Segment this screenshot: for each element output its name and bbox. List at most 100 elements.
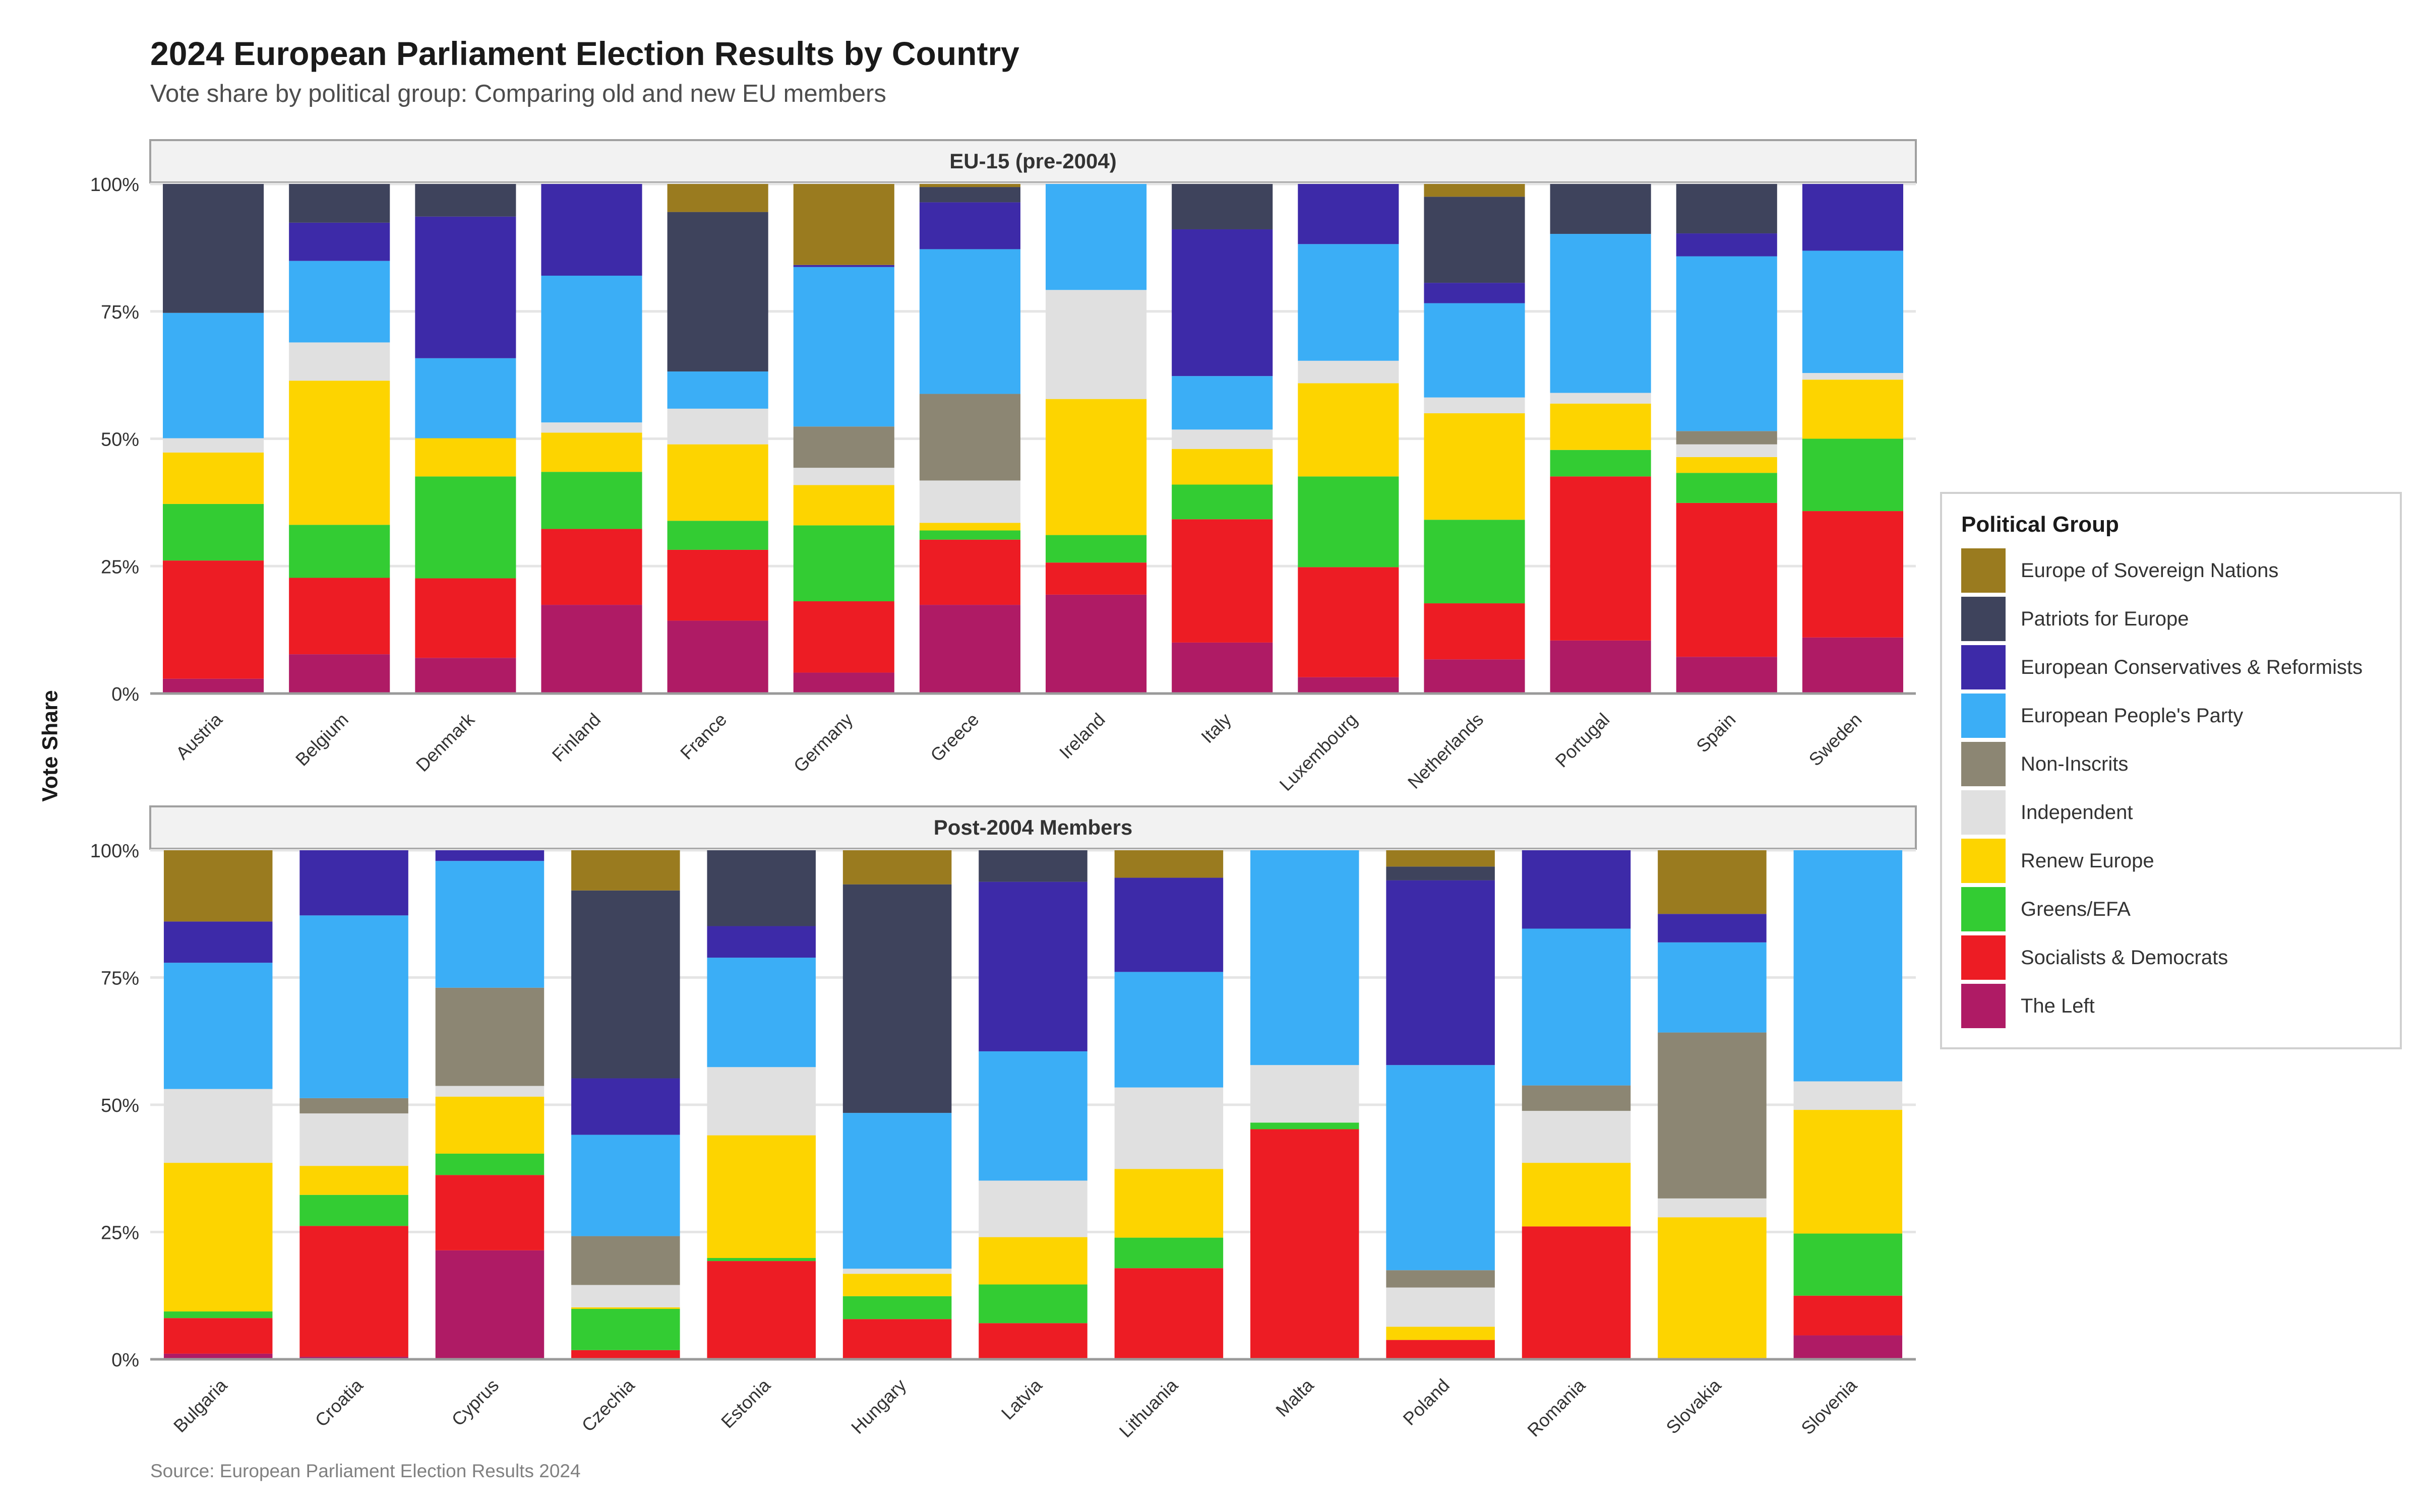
bar-segment-patriots-for-europe: [1172, 184, 1273, 229]
bar-segment-the-left: [289, 654, 390, 694]
bar-segment-european-conservatives-reformists: [571, 1078, 680, 1135]
panel-eu-15-pre-2004: EU-15 (pre-2004) 0% 25% 50% 75% 100% Austria Be…: [90, 139, 1917, 795]
bar-segment-independent: [163, 438, 264, 453]
bar-segment-socialists-democrats: [289, 578, 390, 655]
panel-strip: [149, 139, 1917, 183]
x-tick-label: Hungary: [847, 1375, 910, 1438]
panel-strip: [149, 805, 1917, 850]
y-tick-label: 100%: [90, 174, 139, 196]
bar-segment-greens-efa: [1550, 450, 1651, 477]
bar-segment-the-left: [415, 658, 516, 694]
bar-segment-european-people-s-party: [919, 249, 1020, 394]
bar-segment-socialists-democrats: [1114, 1268, 1224, 1359]
bar-segment-europe-of-sovereign-nations: [571, 850, 680, 891]
bar-segment-greens-efa: [435, 1153, 544, 1175]
bar-segment-the-left: [1424, 659, 1525, 694]
bar-segment-european-conservatives-reformists: [163, 921, 273, 963]
bar-segment-european-people-s-party: [1172, 376, 1273, 430]
legend-swatch: [1961, 548, 2006, 593]
bar-ireland: [1046, 184, 1147, 694]
bar-segment-european-people-s-party: [1298, 244, 1399, 361]
panel-post-2004-members: Post-2004 Members 0% 25% 50% 75% 100% Bulgaria…: [90, 805, 1917, 1441]
bar-segment-greens-efa: [571, 1309, 680, 1350]
legend-swatch: [1961, 984, 2006, 1028]
bar-segment-socialists-democrats: [163, 1318, 273, 1354]
bar-segment-renew-europe: [163, 1163, 273, 1312]
bar-segment-renew-europe: [299, 1166, 408, 1195]
bar-cyprus: [435, 850, 544, 1359]
bar-segment-socialists-democrats: [1172, 519, 1273, 643]
bar-segment-greens-efa: [1298, 476, 1399, 568]
y-tick-label: 75%: [101, 302, 139, 323]
bar-segment-independent: [1522, 1111, 1631, 1163]
bar-segment-independent: [1802, 373, 1903, 380]
bar-segment-european-conservatives-reformists: [979, 881, 1087, 1051]
x-tick-label: Latvia: [997, 1374, 1047, 1424]
x-tick-label: Netherlands: [1404, 709, 1487, 793]
bar-segment-greens-efa: [415, 476, 516, 579]
bar-segment-european-people-s-party: [1793, 850, 1903, 1082]
legend-label: Europe of Sovereign Nations: [2021, 559, 2279, 582]
x-tick-label: Italy: [1197, 709, 1235, 747]
bar-hungary: [842, 850, 952, 1359]
bar-segment-greens-efa: [1172, 484, 1273, 520]
bar-france: [667, 184, 768, 694]
bar-poland: [1386, 850, 1495, 1359]
bar-segment-the-left: [541, 605, 642, 694]
bar-segment-socialists-democrats: [1046, 562, 1147, 595]
bar-segment-socialists-democrats: [979, 1323, 1087, 1359]
x-tick-label: France: [676, 709, 731, 764]
bar-spain: [1676, 184, 1777, 694]
bar-segment-socialists-democrats: [793, 601, 894, 673]
x-tick-label: Slovenia: [1797, 1374, 1861, 1438]
legend-swatch: [1961, 597, 2006, 641]
legend-item-non-inscrits: Non-Inscrits: [1961, 742, 2128, 786]
source-caption: Source: European Parliament Election Res…: [150, 1461, 581, 1481]
legend-item-european-conservatives-reformists: European Conservatives & Reformists: [1961, 645, 2363, 689]
bar-segment-non-inscrits: [919, 394, 1020, 481]
bar-segment-patriots-for-europe: [667, 212, 768, 372]
bar-segment-socialists-democrats: [163, 560, 264, 679]
bar-segment-socialists-democrats: [1298, 567, 1399, 677]
bar-segment-renew-europe: [707, 1135, 816, 1258]
bar-segment-greens-efa: [1793, 1233, 1903, 1296]
bar-segment-the-left: [1046, 594, 1147, 694]
x-tick-label: Czechia: [578, 1374, 639, 1436]
y-tick-label: 0%: [111, 1350, 139, 1371]
bar-segment-european-people-s-party: [1658, 942, 1767, 1033]
bar-segment-greens-efa: [842, 1296, 952, 1319]
bar-segment-europe-of-sovereign-nations: [1386, 850, 1495, 867]
bar-segment-renew-europe: [415, 438, 516, 477]
bar-segment-european-people-s-party: [289, 261, 390, 343]
bar-segment-renew-europe: [793, 485, 894, 526]
legend-label: Non-Inscrits: [2021, 752, 2129, 775]
bar-slovakia: [1658, 850, 1767, 1359]
bar-slovenia: [1793, 850, 1903, 1359]
bar-segment-european-conservatives-reformists: [541, 184, 642, 276]
bar-segment-renew-europe: [667, 444, 768, 521]
x-tick-label: Cyprus: [447, 1375, 503, 1430]
x-tick-label: Spain: [1692, 709, 1739, 757]
bar-bulgaria: [163, 850, 273, 1359]
x-tick-label: Belgium: [291, 709, 352, 770]
y-tick-label: 0%: [111, 684, 139, 705]
bar-segment-greens-efa: [979, 1284, 1087, 1324]
x-tick-label: Bulgaria: [169, 1374, 231, 1436]
bar-segment-renew-europe: [435, 1096, 544, 1154]
bar-segment-greens-efa: [1424, 520, 1525, 604]
bar-segment-the-left: [299, 1356, 408, 1359]
bar-segment-european-conservatives-reformists: [435, 850, 544, 861]
bar-segment-european-people-s-party: [1522, 928, 1631, 1086]
bar-segment-independent: [163, 1089, 273, 1163]
bar-segment-renew-europe: [541, 432, 642, 472]
bar-segment-renew-europe: [1424, 413, 1525, 520]
bar-segment-european-conservatives-reformists: [1802, 184, 1903, 251]
bar-segment-the-left: [1793, 1335, 1903, 1359]
bar-segment-european-conservatives-reformists: [1172, 229, 1273, 376]
bar-segment-patriots-for-europe: [163, 184, 264, 313]
y-tick-label: 25%: [101, 556, 139, 578]
bar-segment-the-left: [1172, 642, 1273, 694]
bar-segment-renew-europe: [1522, 1163, 1631, 1227]
bar-segment-independent: [1676, 444, 1777, 457]
x-tick-label: Poland: [1399, 1375, 1454, 1429]
